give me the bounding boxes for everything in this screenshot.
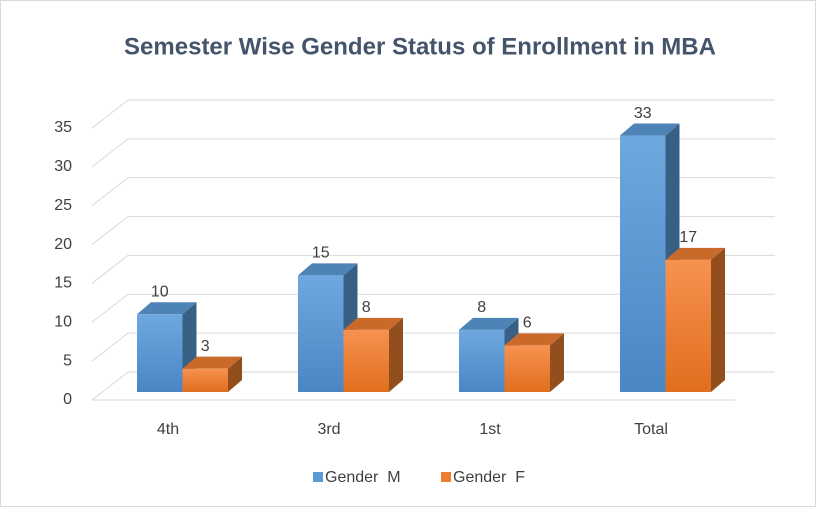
- x-tick-label: 1st: [479, 421, 501, 438]
- bar: [137, 314, 183, 392]
- bar-top: [137, 302, 197, 315]
- legend-label: Gender M: [325, 469, 401, 486]
- x-tick-label: 4th: [157, 421, 179, 438]
- y-tick-label: 20: [54, 236, 72, 253]
- bar: [459, 329, 505, 392]
- data-label: 10: [151, 284, 169, 301]
- data-label: 17: [679, 229, 697, 246]
- grid-line: [91, 99, 775, 129]
- bar-top: [298, 263, 358, 276]
- y-tick-label: 15: [54, 275, 72, 292]
- bar: [182, 368, 228, 392]
- bar-side: [550, 333, 564, 392]
- x-tick-label: Total: [634, 421, 668, 438]
- bar: [298, 275, 344, 392]
- data-label: 3: [201, 338, 210, 355]
- y-tick-label: 35: [54, 119, 72, 136]
- bar-top: [343, 317, 403, 330]
- bar-side: [711, 247, 725, 392]
- bar-top: [182, 356, 242, 369]
- bar-top: [504, 333, 564, 346]
- chart-title: Semester Wise Gender Status of Enrollmen…: [124, 33, 716, 60]
- y-tick-label: 10: [54, 314, 72, 331]
- y-tick-label: 0: [63, 391, 72, 408]
- bar-top: [620, 123, 680, 136]
- grid-line: [91, 332, 775, 362]
- grid-line: [91, 138, 775, 168]
- data-label: 33: [634, 105, 652, 122]
- bar: [504, 345, 550, 392]
- legend-swatch: [441, 472, 451, 482]
- bar: [665, 259, 711, 392]
- bar-side: [389, 317, 403, 392]
- bar: [620, 135, 666, 393]
- legend-swatch: [313, 472, 323, 482]
- bar: [343, 329, 389, 392]
- bar-side: [228, 356, 242, 392]
- grid-line: [91, 177, 775, 207]
- legend-label: Gender F: [453, 469, 525, 486]
- data-label: 8: [362, 299, 371, 316]
- grid-line: [91, 216, 775, 245]
- grid-line: [91, 293, 775, 323]
- y-tick-label: 5: [63, 352, 72, 369]
- data-label: 8: [477, 299, 486, 316]
- data-label: 15: [312, 245, 330, 262]
- bar-top: [665, 247, 725, 260]
- y-tick-label: 25: [54, 197, 72, 214]
- x-tick-label: 3rd: [317, 421, 340, 438]
- y-tick-label: 30: [54, 158, 72, 175]
- data-label: 6: [523, 315, 532, 332]
- bar-top: [459, 317, 519, 330]
- grid-line: [91, 254, 775, 284]
